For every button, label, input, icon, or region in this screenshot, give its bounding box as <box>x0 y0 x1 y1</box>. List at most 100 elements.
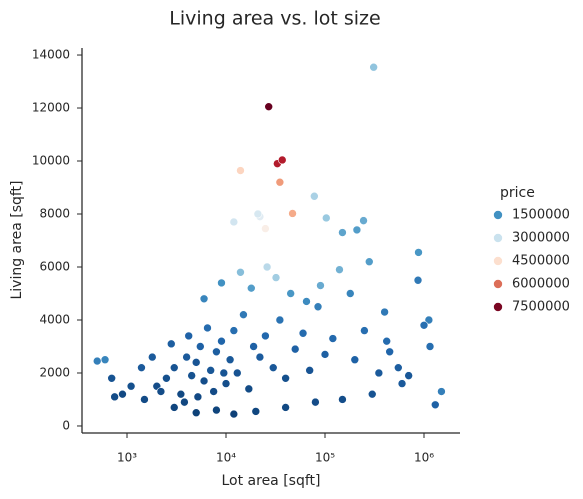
point <box>246 283 256 293</box>
point <box>193 392 203 402</box>
point <box>367 389 377 399</box>
point <box>350 355 360 365</box>
point <box>311 397 320 407</box>
point <box>180 397 189 407</box>
point <box>320 350 330 359</box>
point <box>203 323 212 333</box>
point <box>219 368 229 378</box>
x-tick-label: 10⁵ <box>315 451 335 465</box>
point <box>229 326 239 335</box>
legend-label: 6000000 <box>512 277 570 292</box>
point <box>290 344 300 354</box>
point <box>338 228 347 237</box>
point <box>437 387 446 396</box>
point <box>281 373 290 383</box>
point <box>191 408 201 418</box>
point <box>430 400 440 410</box>
point <box>156 387 166 396</box>
point <box>118 389 127 399</box>
point <box>335 265 344 274</box>
legend-label: 7500000 <box>512 300 570 315</box>
point <box>413 275 423 285</box>
y-tick-label: 6000 <box>39 259 70 273</box>
chart-title: Living area vs. lot size <box>169 8 380 30</box>
y-tick-label: 14000 <box>32 48 70 62</box>
point <box>169 403 179 412</box>
point <box>166 339 176 349</box>
x-tick-label: 10³ <box>117 451 137 465</box>
legend-marker <box>493 233 503 243</box>
point <box>217 336 226 346</box>
point <box>264 102 274 111</box>
point <box>310 191 319 201</box>
point <box>261 331 270 341</box>
y-tick-label: 4000 <box>39 312 70 326</box>
point <box>382 336 392 346</box>
legend-marker <box>493 302 503 312</box>
point <box>187 371 196 380</box>
point <box>404 371 413 380</box>
point <box>232 368 242 378</box>
point <box>305 366 314 375</box>
point <box>147 352 157 362</box>
point <box>221 379 231 388</box>
legend-title: price <box>500 185 535 201</box>
point <box>182 352 191 362</box>
point <box>345 289 355 298</box>
point <box>385 347 394 357</box>
point <box>169 363 179 372</box>
point <box>328 334 338 343</box>
point <box>199 294 209 304</box>
point <box>253 209 263 219</box>
point <box>239 310 248 319</box>
point <box>196 342 205 351</box>
legend-marker <box>493 210 503 220</box>
point <box>281 403 290 412</box>
point <box>316 281 325 290</box>
point <box>414 248 423 257</box>
point <box>268 363 278 372</box>
point <box>321 213 331 223</box>
point <box>92 356 102 366</box>
point <box>425 342 435 351</box>
point <box>225 355 235 365</box>
point <box>275 315 285 325</box>
point <box>176 389 186 399</box>
legend-marker <box>493 279 503 289</box>
y-tick-label: 8000 <box>39 207 70 221</box>
point <box>110 392 119 402</box>
point <box>298 328 308 338</box>
point <box>206 366 215 375</box>
x-tick-label: 10⁶ <box>414 451 434 465</box>
point <box>359 216 368 225</box>
legend-label: 4500000 <box>512 254 570 269</box>
point <box>212 347 221 357</box>
y-tick-label: 12000 <box>32 101 70 115</box>
point <box>277 155 287 165</box>
y-tick-label: 10000 <box>32 154 70 168</box>
point <box>286 289 295 298</box>
point <box>229 409 239 419</box>
point <box>249 342 258 351</box>
point <box>184 331 194 341</box>
x-axis-label: Lot area [sqft] <box>221 473 320 489</box>
legend-label: 3000000 <box>512 231 570 246</box>
point <box>288 209 297 218</box>
point <box>275 177 285 187</box>
point <box>107 373 116 383</box>
legend-label: 1500000 <box>512 208 570 223</box>
point <box>212 405 221 415</box>
point <box>369 62 378 72</box>
point <box>261 224 270 233</box>
point <box>364 257 374 266</box>
point <box>251 407 261 416</box>
point <box>374 368 384 378</box>
legend-marker <box>493 256 503 266</box>
point <box>126 381 136 391</box>
point <box>162 373 171 383</box>
point <box>229 217 239 227</box>
point <box>397 379 407 388</box>
y-axis-label: Living area [sqft] <box>9 180 25 299</box>
